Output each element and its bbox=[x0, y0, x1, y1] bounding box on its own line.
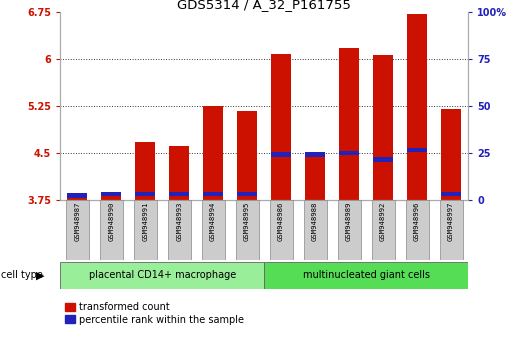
Bar bbox=[407, 148, 427, 152]
Text: multinucleated giant cells: multinucleated giant cells bbox=[303, 270, 429, 280]
Text: GSM948991: GSM948991 bbox=[142, 202, 148, 241]
Bar bbox=[441, 192, 461, 196]
Text: GSM948994: GSM948994 bbox=[210, 202, 216, 241]
Bar bbox=[201, 200, 225, 260]
Bar bbox=[203, 192, 223, 196]
Bar bbox=[237, 192, 257, 196]
Bar bbox=[203, 106, 223, 200]
Bar bbox=[337, 200, 361, 260]
Bar bbox=[67, 193, 87, 198]
Bar bbox=[339, 48, 359, 200]
Bar bbox=[101, 192, 121, 196]
Bar bbox=[264, 262, 468, 289]
Bar bbox=[135, 192, 155, 196]
Bar bbox=[237, 111, 257, 200]
Legend: transformed count, percentile rank within the sample: transformed count, percentile rank withi… bbox=[65, 302, 244, 325]
Bar bbox=[373, 157, 393, 161]
Text: cell type: cell type bbox=[1, 270, 43, 280]
Bar bbox=[303, 200, 327, 260]
Bar bbox=[133, 200, 157, 260]
Text: GSM948996: GSM948996 bbox=[414, 202, 420, 241]
Text: GSM948995: GSM948995 bbox=[244, 202, 250, 241]
Bar bbox=[65, 200, 89, 260]
Text: GSM948992: GSM948992 bbox=[380, 202, 386, 241]
Bar bbox=[371, 200, 395, 260]
Text: GSM948993: GSM948993 bbox=[176, 202, 182, 241]
Bar bbox=[167, 200, 191, 260]
Bar bbox=[405, 200, 429, 260]
Bar bbox=[407, 14, 427, 200]
Title: GDS5314 / A_32_P161755: GDS5314 / A_32_P161755 bbox=[177, 0, 351, 11]
Text: GSM948989: GSM948989 bbox=[346, 202, 352, 241]
Bar bbox=[99, 200, 123, 260]
Bar bbox=[67, 196, 87, 200]
Bar bbox=[305, 154, 325, 200]
Text: GSM948986: GSM948986 bbox=[278, 202, 284, 241]
Bar bbox=[441, 109, 461, 200]
Text: placental CD14+ macrophage: placental CD14+ macrophage bbox=[88, 270, 236, 280]
Text: GSM948990: GSM948990 bbox=[108, 202, 114, 241]
Bar bbox=[339, 151, 359, 155]
Bar bbox=[169, 192, 189, 196]
Bar bbox=[373, 55, 393, 200]
Text: GSM948997: GSM948997 bbox=[448, 202, 454, 241]
Text: GSM948988: GSM948988 bbox=[312, 202, 318, 241]
Bar bbox=[271, 152, 291, 156]
Bar bbox=[271, 54, 291, 200]
Bar bbox=[60, 262, 264, 289]
Bar bbox=[439, 200, 463, 260]
Bar bbox=[101, 194, 121, 200]
Text: GSM948987: GSM948987 bbox=[74, 202, 80, 241]
Bar bbox=[169, 145, 189, 200]
Text: ▶: ▶ bbox=[36, 270, 44, 280]
Bar bbox=[305, 152, 325, 156]
Bar bbox=[135, 142, 155, 200]
Bar bbox=[269, 200, 293, 260]
Bar bbox=[235, 200, 259, 260]
